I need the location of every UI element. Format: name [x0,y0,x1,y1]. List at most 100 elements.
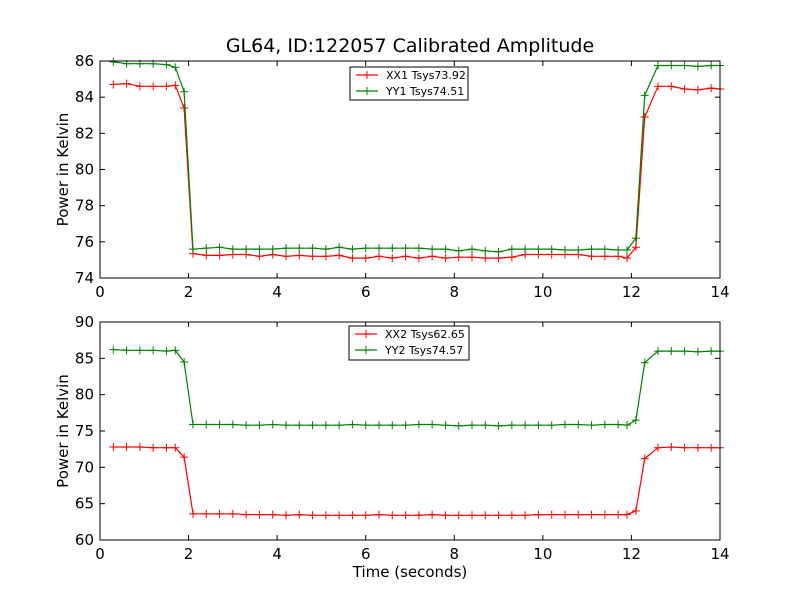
data-point-marker [335,511,344,520]
data-point-marker [321,421,330,430]
data-point-marker [282,252,290,261]
data-point-marker [295,421,304,430]
y-tick-label: 84 [75,88,94,106]
legend-label: XX2 Tsys62.65 [385,328,465,341]
data-point-marker [388,511,397,520]
legend-marker [362,330,370,338]
data-point-marker [693,62,702,71]
data-point-marker [441,245,450,254]
data-point-marker [507,421,516,430]
y-tick-label: 76 [75,233,94,251]
data-point-marker [454,421,463,430]
x-tick-label: 0 [95,545,105,563]
data-point-marker [707,84,716,93]
y-tick-label: 80 [75,386,94,404]
y-tick-label: 74 [75,269,94,287]
data-point-marker [361,421,370,430]
data-point-marker [631,416,640,425]
data-point-marker [255,252,264,261]
data-point-marker [654,443,662,452]
data-point-marker [268,510,277,519]
data-point-marker [600,420,609,429]
subplot-1: 0 2 4 6 8 10 12 14 74 76 78 80 82 84 86 Power in Kelvin… [54,52,730,301]
data-point-marker [308,511,317,520]
data-point-marker [361,244,370,253]
data-point-marker [180,357,189,366]
data-point-marker [587,510,596,519]
data-point-marker [587,245,596,254]
data-point-marker [481,421,490,430]
data-point-marker [441,421,450,430]
data-point-marker [561,510,569,519]
data-point-marker [521,421,530,430]
data-point-marker [282,244,290,253]
data-point-marker [468,511,476,520]
data-point-marker [348,254,357,263]
y-tick-label: 70 [75,458,94,476]
data-point-marker [361,254,370,263]
data-point-marker [623,421,631,430]
data-point-marker [109,345,118,354]
data-point-marker [135,82,144,91]
data-point-marker [202,509,211,518]
y-tick-label: 65 [75,495,94,513]
data-point-marker [242,421,251,430]
data-point-marker [631,243,640,252]
data-point-marker [282,511,290,520]
data-point-marker [215,420,224,429]
data-point-marker [623,245,631,254]
y-tick-label: 75 [75,422,94,440]
data-point-marker [171,81,180,90]
data-point-marker [228,420,237,429]
data-point-marker [135,346,144,355]
legend-marker [363,87,371,95]
x-tick-label: 10 [533,283,552,301]
data-point-marker [587,252,596,261]
data-point-marker [162,443,171,452]
data-point-marker [202,420,211,429]
data-point-marker [441,254,450,263]
data-point-marker [468,253,476,262]
data-point-marker [481,511,490,520]
data-point-marker [388,244,397,253]
data-point-marker [348,511,357,520]
data-point-marker [228,509,237,518]
data-point-marker [122,346,131,355]
data-point-marker [640,454,649,463]
data-point-marker [171,443,180,452]
data-point-marker [162,82,171,91]
data-point-marker [707,347,716,356]
legend-label: YY1 Tsys74.51 [385,85,464,98]
data-point-marker [255,510,264,519]
y-tick-label: 90 [75,313,94,331]
x-tick-label: 8 [450,545,460,563]
data-point-marker [574,510,583,519]
x-tick-label: 10 [533,545,552,563]
data-point-marker [149,346,158,355]
data-point-marker [614,420,623,429]
data-point-marker [623,254,631,263]
data-point-marker [202,244,211,253]
data-point-marker [507,253,516,262]
y-tick-label: 80 [75,161,94,179]
legend-box [349,66,469,101]
data-point-marker [414,244,423,253]
data-point-marker [654,61,662,70]
data-point-marker [228,245,237,254]
data-point-marker [268,245,277,254]
y-tick-label: 82 [75,124,94,142]
data-point-marker [321,245,330,254]
legend-label: XX1 Tsys73.92 [386,69,466,82]
data-point-marker [335,251,344,260]
data-point-marker [401,252,410,261]
data-point-marker [375,510,383,519]
data-point-marker [162,60,171,69]
data-point-marker [693,85,702,94]
x-tick-label: 8 [450,283,460,301]
x-tick-label: 12 [622,283,641,301]
data-point-marker [242,245,251,254]
subplot-2: 0 2 4 6 8 10 12 14 60 65 70 75 80 85 90 Power in Kelvin… [54,313,730,581]
legend-marker [363,71,371,79]
data-point-marker [693,443,702,452]
